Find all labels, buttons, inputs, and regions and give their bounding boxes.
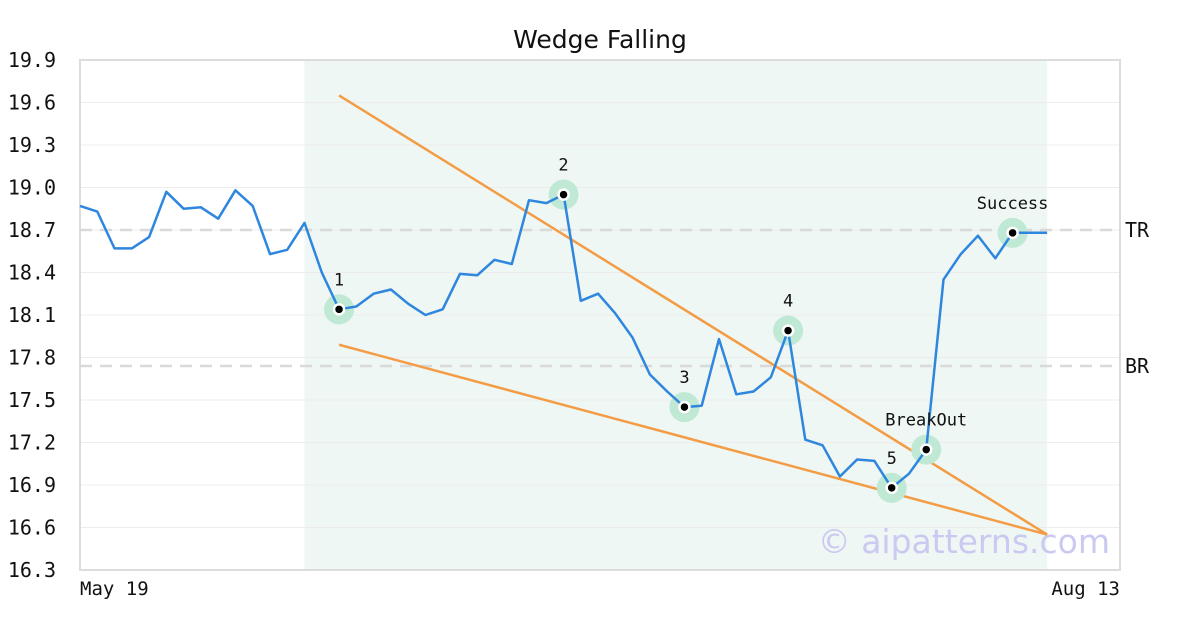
y-tick-label: 19.6 [8, 91, 56, 115]
y-tick-label: 17.5 [8, 388, 56, 412]
x-tick-label: May 19 [80, 578, 149, 600]
watermark: © aipatterns.com [818, 522, 1110, 561]
y-tick-label: 19.9 [8, 48, 56, 72]
point-label: 2 [558, 156, 568, 176]
point-label: 3 [679, 368, 689, 388]
pattern-points-group: 1 2 3 4 5 BreakOut Success [332, 156, 1049, 495]
pattern-point [781, 324, 795, 337]
pattern-point [885, 481, 898, 495]
chart-title: Wedge Falling [513, 25, 687, 54]
x-tick-label: Aug 13 [1051, 578, 1120, 600]
grid-group [80, 59, 1120, 571]
y-tick-label: 18.1 [8, 303, 56, 327]
pattern-point [557, 188, 570, 201]
y-tick-label: 19.0 [8, 176, 56, 200]
y-tick-labels: 19.9 19.6 19.3 19.0 18.7 18.4 18.1 17.8 17.5 17.2… [8, 48, 56, 582]
point-label: Success [977, 194, 1049, 214]
point-label: 5 [887, 449, 897, 469]
y-tick-label: 17.2 [8, 431, 56, 455]
pattern-point [1006, 226, 1019, 240]
y-tick-label: 18.4 [8, 261, 56, 285]
level-label: TR [1125, 218, 1150, 242]
pattern-point [919, 443, 933, 456]
level-label: BR [1125, 354, 1150, 378]
pattern-point [678, 400, 691, 414]
point-label: 4 [783, 292, 793, 312]
y-tick-label: 16.3 [8, 558, 56, 582]
plot-frame [79, 59, 1121, 571]
y-tick-label: 16.6 [8, 516, 56, 540]
x-tick-labels: May 19 Aug 13 [80, 578, 1120, 600]
point-label: BreakOut [885, 411, 967, 431]
y-tick-label: 17.8 [8, 346, 56, 370]
level-lines-group: TR BR [80, 218, 1150, 378]
pattern-point [332, 303, 346, 316]
y-tick-label: 19.3 [8, 133, 56, 157]
y-tick-label: 16.9 [8, 473, 56, 497]
point-label: 1 [334, 270, 344, 290]
y-tick-label: 18.7 [8, 218, 56, 242]
trendline [338, 343, 1048, 536]
